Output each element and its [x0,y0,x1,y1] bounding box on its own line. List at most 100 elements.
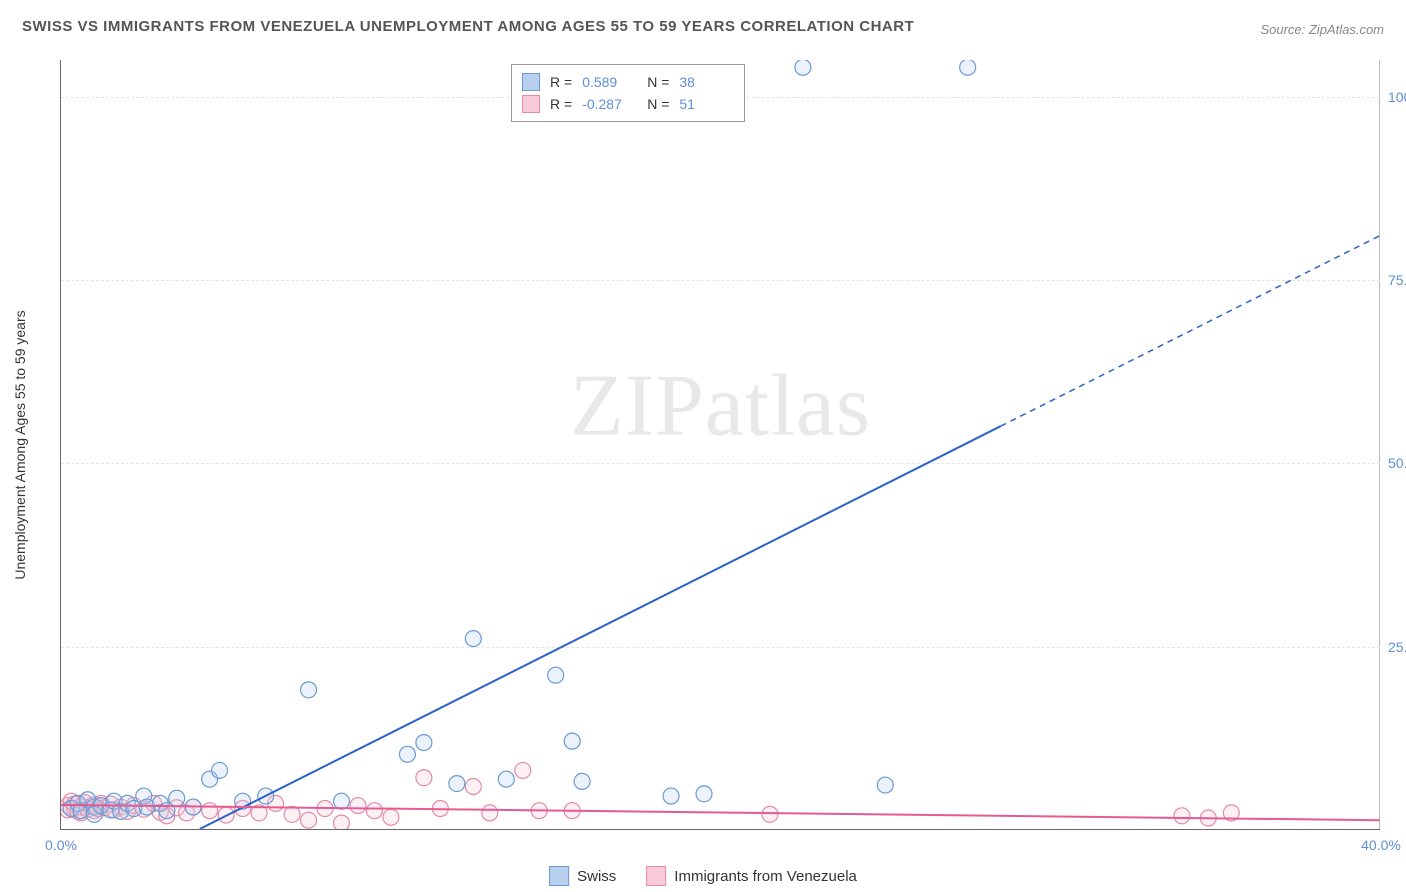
data-point [61,802,76,818]
data-point [416,735,432,751]
data-point [235,801,251,817]
data-point [251,805,267,821]
data-point [663,788,679,804]
data-point [366,803,382,819]
data-point [126,798,142,814]
stats-row: R = 0.589 N = 38 [522,71,734,93]
watermark: ZIPatlas [570,356,871,457]
data-point [63,801,79,817]
data-point [179,805,195,821]
data-point [83,798,99,814]
data-point [90,801,106,817]
gridline [61,647,1380,648]
data-point [202,803,218,819]
plot-right-border [1379,60,1380,829]
data-point [548,667,564,683]
data-point [301,682,317,698]
data-point [103,802,119,818]
data-point [61,798,76,814]
data-point [67,796,83,812]
y-tick-label: 75.0% [1388,272,1406,288]
watermark-thin: atlas [705,358,871,455]
data-point [126,801,142,817]
y-tick-label: 50.0% [1388,455,1406,471]
data-point [432,801,448,817]
data-point [1174,808,1190,824]
stats-box: R = 0.589 N = 38R = -0.287 N = 51 [511,64,745,122]
x-tick-label: 40.0% [1361,837,1401,853]
stats-n-label: N = [647,96,669,112]
data-point [268,795,284,811]
data-point [106,802,122,818]
data-point [113,803,129,819]
legend-entry-swiss: Swiss [549,866,616,886]
data-point [67,801,83,817]
plot-area: ZIPatlas R =0.589N =38R =-0.287N =51 25.… [60,60,1380,830]
stats-r-value: -0.287 [582,96,637,112]
data-point [86,803,102,819]
data-point [465,779,481,795]
watermark-bold: ZIP [570,358,705,455]
data-point [119,795,135,811]
data-point [383,809,399,825]
y-axis-label: Unemployment Among Ages 55 to 59 years [12,310,28,579]
y-tick-label: 25.0% [1388,639,1406,655]
data-point [73,803,89,819]
data-point [877,777,893,793]
data-point [159,803,175,819]
stats-swatch [522,73,540,91]
data-point [218,807,234,823]
data-point [93,795,109,811]
data-point [146,795,162,811]
data-point [762,806,778,822]
data-point [80,801,96,817]
data-point [399,746,415,762]
legend-label-swiss: Swiss [577,868,616,885]
y-tick-label: 100.0% [1388,89,1406,105]
data-point [159,808,175,824]
regression-line [200,426,1001,829]
stats-n-value: 38 [679,74,734,90]
data-point [185,799,201,815]
gridline [61,463,1380,464]
data-point [136,801,152,817]
stats-n-label: N = [647,74,669,90]
data-point [93,798,109,814]
data-point [564,803,580,819]
data-point [531,803,547,819]
stats-swatch [522,95,540,113]
legend-swatch-swiss [549,866,569,886]
data-point [113,799,129,815]
stats-r-value: 0.589 [582,74,637,90]
data-point [86,797,102,813]
stats-row: R =-0.287N =51 [522,93,734,115]
data-point [63,793,79,809]
data-point [960,60,976,75]
source-attribution: Source: ZipAtlas.com [1260,22,1384,37]
stats-r-label: R = [550,74,572,90]
chart-svg [61,60,1380,829]
stats-n-value: 51 [679,96,734,112]
data-point [1223,805,1239,821]
data-point [136,788,152,804]
data-point [465,631,481,647]
data-point [119,803,135,819]
regression-line-extension [1001,236,1380,426]
data-point [185,799,201,815]
gridline [61,280,1380,281]
data-point [1200,810,1216,826]
data-point [96,800,112,816]
data-point [169,800,185,816]
data-point [202,771,218,787]
data-point [416,770,432,786]
data-point [515,762,531,778]
data-point [169,790,185,806]
data-point [70,795,86,811]
data-point [235,793,251,809]
data-point [334,793,350,809]
x-tick-label: 0.0% [45,837,77,853]
data-point [106,793,122,809]
data-point [73,805,89,821]
data-point [482,805,498,821]
data-point [795,60,811,75]
